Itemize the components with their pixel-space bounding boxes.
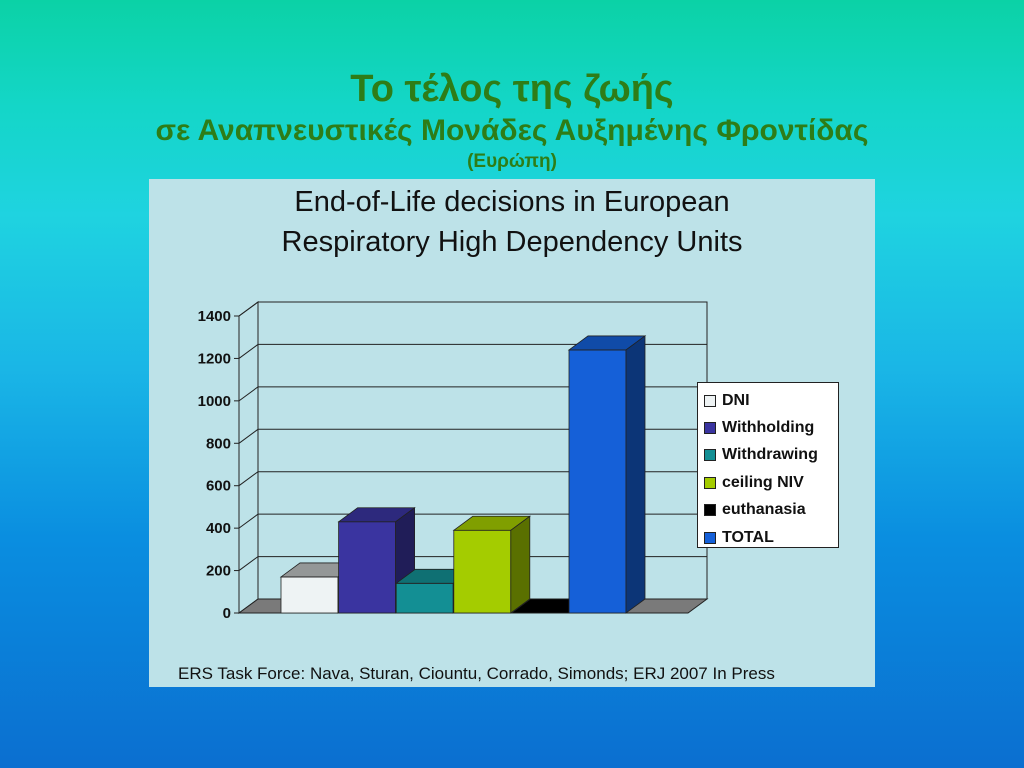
bar-chart: 0 200 400 600 800 1000 1200 1400 (198, 301, 709, 622)
bar-total (568, 349, 627, 614)
y-tick-label: 1200 (198, 350, 231, 367)
gridline (238, 513, 707, 529)
legend-item: euthanasia (704, 497, 838, 524)
legend-label: ceiling NIV (722, 473, 804, 491)
legend-swatch (704, 476, 716, 489)
gridline (238, 386, 707, 402)
gridline (238, 301, 707, 317)
legend-swatch (704, 394, 716, 407)
legend-item: Withholding (704, 414, 838, 441)
y-tick-label: 600 (206, 478, 231, 495)
bar-dni (280, 576, 339, 614)
y-tick-label: 200 (206, 563, 231, 580)
y-tick-label: 1000 (198, 393, 231, 410)
legend-item: Withdrawing (704, 442, 838, 469)
y-tick-label: 800 (206, 435, 231, 452)
chart-legend: DNI Withholding Withdrawing ceiling NIV euth… (697, 382, 839, 548)
legend-swatch (704, 449, 716, 462)
y-tick-label: 1400 (198, 308, 231, 325)
legend-label: Withdrawing (722, 446, 818, 464)
legend-label: euthanasia (722, 501, 806, 519)
bar-withholding (338, 521, 397, 614)
chart-title-line-2: Respiratory High Dependency Units (281, 226, 743, 258)
bar-withdrawing (395, 582, 454, 614)
gridline (238, 471, 707, 487)
legend-swatch (704, 504, 716, 517)
y-tick-label: 400 (206, 520, 231, 537)
gridline (238, 556, 707, 571)
legend-item: ceiling NIV (704, 469, 838, 496)
legend-label: TOTAL (722, 528, 774, 546)
slide-title-line-3: (Ευρώπη) (467, 151, 557, 172)
legend-label: DNI (722, 391, 750, 409)
chart-title-line-1: End-of-Life decisions in European (294, 186, 730, 218)
slide-title-line-2: σε Αναπνευστικές Μονάδες Αυξημένης Φροντ… (155, 114, 869, 147)
bar-side-face (625, 335, 646, 614)
legend-item: TOTAL (704, 524, 838, 551)
legend-swatch (704, 531, 716, 544)
legend-item: DNI (704, 387, 838, 414)
chart-title: End-of-Life decisions in European Respir… (0, 182, 1024, 262)
bar-side-face (510, 515, 531, 614)
gridline (238, 343, 707, 359)
y-tick-label: 0 (223, 605, 231, 622)
gridline (238, 428, 707, 444)
legend-label: Withholding (722, 419, 815, 437)
chart-side-wall (238, 301, 259, 614)
slide-title-line-1: Το τέλος της ζωής (350, 68, 674, 110)
legend-swatch (704, 422, 716, 435)
chart-source-citation: ERS Task Force: Nava, Sturan, Ciountu, C… (178, 664, 775, 683)
slide-title: Το τέλος της ζωής σε Αναπνευστικές Μονάδ… (0, 66, 1024, 174)
bar-ceiling-niv (453, 529, 512, 614)
